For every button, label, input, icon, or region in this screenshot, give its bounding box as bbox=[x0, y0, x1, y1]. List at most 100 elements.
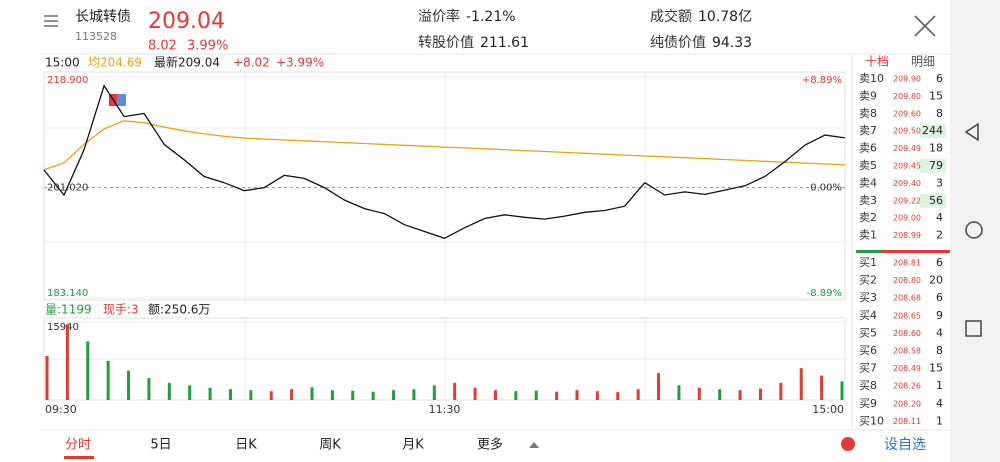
book-qty: 4 bbox=[936, 397, 943, 410]
amount-label: 额:250.6万 bbox=[148, 303, 210, 317]
book-qty: 8 bbox=[936, 344, 943, 357]
info-change: +8.02 bbox=[233, 56, 270, 70]
volume-bar bbox=[351, 390, 355, 400]
book-qty: 15 bbox=[929, 362, 943, 375]
book-label: 卖7 bbox=[859, 124, 877, 137]
book-price: 208.20 bbox=[893, 399, 921, 408]
period-tab[interactable]: 5日 bbox=[150, 438, 171, 453]
bond-name: 长城转债 bbox=[75, 9, 131, 25]
book-qty: 9 bbox=[936, 309, 943, 322]
stat-label: 纯债价值 bbox=[650, 35, 706, 51]
book-price: 208.68 bbox=[893, 294, 921, 303]
pct-tick-label: 0.00% bbox=[810, 183, 842, 194]
volume-label: 量:1199 bbox=[45, 303, 92, 317]
menu-icon[interactable] bbox=[44, 15, 58, 27]
watch-icon[interactable] bbox=[841, 437, 855, 451]
info-average: 均204.69 bbox=[88, 56, 142, 70]
book-qty: 20 bbox=[929, 274, 943, 287]
active-tab-underline bbox=[64, 456, 94, 459]
average-line bbox=[43, 120, 846, 171]
book-tab[interactable]: 十档 bbox=[865, 55, 889, 69]
book-label: 卖6 bbox=[859, 142, 877, 155]
volume-bar bbox=[799, 368, 803, 400]
volume-bar bbox=[840, 381, 844, 400]
watch-button[interactable]: 设自选 bbox=[884, 437, 926, 453]
book-price: 209.45 bbox=[893, 162, 921, 171]
volume-bar bbox=[371, 391, 375, 400]
period-tab[interactable]: 分时 bbox=[65, 438, 91, 453]
book-price: 209.00 bbox=[893, 214, 921, 223]
book-price: 209.40 bbox=[893, 179, 921, 188]
book-label: 买9 bbox=[859, 397, 877, 410]
book-label: 买1 bbox=[859, 256, 877, 269]
volume-bar bbox=[432, 385, 436, 400]
volume-bar bbox=[65, 324, 69, 400]
book-label: 买5 bbox=[859, 326, 877, 339]
volume-bar bbox=[493, 390, 497, 400]
book-qty: 244 bbox=[922, 124, 943, 137]
volume-bar bbox=[514, 391, 518, 400]
book-label: 买6 bbox=[859, 344, 877, 357]
book-price: 208.26 bbox=[893, 382, 921, 391]
qty-highlight bbox=[920, 124, 946, 139]
volume-bar bbox=[167, 382, 171, 400]
book-qty: 4 bbox=[936, 326, 943, 339]
volume-bar bbox=[534, 390, 538, 400]
volume-bar bbox=[820, 375, 824, 400]
y-tick-label: 183.140 bbox=[47, 288, 88, 299]
volume-bar bbox=[718, 389, 722, 400]
home-button[interactable] bbox=[965, 221, 983, 239]
volume-bar bbox=[453, 382, 457, 400]
volume-bar bbox=[147, 377, 151, 400]
period-tab[interactable]: 日K bbox=[235, 438, 257, 453]
book-separator-red bbox=[856, 250, 950, 253]
book-price: 208.99 bbox=[893, 231, 921, 240]
book-price: 208.80 bbox=[893, 276, 921, 285]
pct-tick-label: -8.89% bbox=[807, 288, 842, 299]
layout-grid bbox=[44, 72, 845, 400]
more-arrow[interactable] bbox=[529, 442, 539, 448]
book-price: 208.81 bbox=[893, 259, 921, 268]
period-tab[interactable]: 更多 bbox=[477, 437, 503, 453]
price-change: 8.02 bbox=[148, 39, 177, 54]
recents-button[interactable] bbox=[965, 320, 982, 337]
stat-label: 转股价值 bbox=[418, 35, 474, 51]
volume-bar bbox=[697, 387, 701, 400]
volume-bar bbox=[310, 387, 314, 400]
stat-label: 溢价率 bbox=[418, 8, 460, 25]
book-price: 209.50 bbox=[893, 127, 921, 136]
period-tab[interactable]: 周K bbox=[319, 438, 341, 453]
book-label: 卖5 bbox=[859, 159, 877, 172]
book-price: 208.65 bbox=[893, 311, 921, 320]
volume-bar bbox=[616, 392, 620, 400]
volume-bar bbox=[657, 373, 661, 400]
volume-bar bbox=[127, 370, 131, 400]
book-label: 卖2 bbox=[859, 211, 877, 224]
x-tick-label: 11:30 bbox=[429, 403, 461, 416]
stat-value: 211.61 bbox=[480, 35, 529, 51]
volume-bar bbox=[677, 385, 681, 400]
volume-bar bbox=[392, 390, 396, 400]
book-qty: 18 bbox=[929, 142, 943, 155]
book-price: 209.60 bbox=[893, 109, 921, 118]
volume-bar bbox=[555, 391, 559, 400]
volume-bar bbox=[575, 390, 579, 400]
price-change-pct: 3.99% bbox=[187, 39, 228, 54]
book-label: 卖9 bbox=[859, 89, 877, 102]
book-price: 208.11 bbox=[893, 417, 921, 426]
book-price: 208.58 bbox=[893, 347, 921, 356]
qty-highlight bbox=[920, 193, 946, 208]
stat-label: 成交额 bbox=[650, 8, 692, 25]
close-button[interactable] bbox=[914, 15, 936, 37]
volume-bar bbox=[228, 389, 232, 400]
x-tick-label: 15:00 bbox=[812, 403, 844, 416]
period-tab[interactable]: 月K bbox=[402, 438, 424, 453]
stat-value: 94.33 bbox=[712, 35, 752, 51]
book-tab[interactable]: 明细 bbox=[911, 55, 935, 69]
volume-bar bbox=[290, 389, 294, 400]
volume-bar bbox=[86, 341, 90, 400]
book-qty: 1 bbox=[936, 414, 943, 427]
back-button[interactable] bbox=[964, 122, 979, 142]
book-label: 买4 bbox=[859, 309, 877, 322]
